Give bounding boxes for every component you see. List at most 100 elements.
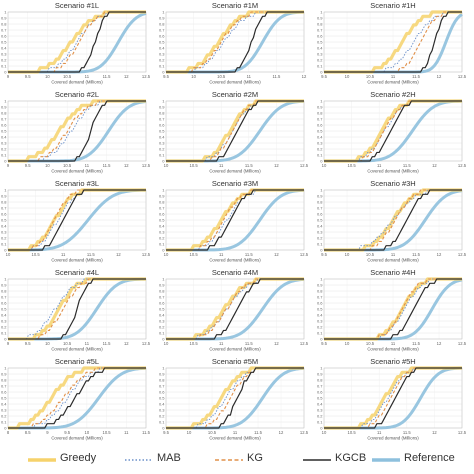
y-tick-label: 0.1 — [317, 153, 323, 158]
y-tick-label: 0.8 — [317, 111, 323, 116]
x-tick-label: 11.5 — [272, 74, 281, 79]
x-axis-label: Covered demand (Millions) — [209, 347, 261, 352]
y-tick-label: 0.1 — [159, 331, 165, 336]
y-tick-label: 0.5 — [317, 307, 323, 312]
y-tick-label: 0.5 — [159, 40, 165, 45]
x-tick-label: 11 — [391, 74, 396, 79]
y-tick-label: 0.5 — [159, 129, 165, 134]
panel-title: Scenario #5H — [370, 357, 415, 366]
y-tick-label: 0.7 — [1, 295, 7, 300]
x-tick-label: 11 — [219, 252, 224, 257]
series-line-kgcb — [8, 11, 146, 73]
y-tick-label: 0.4 — [159, 135, 165, 140]
cdf-panel: Scenario #2H 00.10.20.30.40.50.60.70.80.9… — [317, 90, 467, 174]
y-tick-label: 0.2 — [1, 236, 7, 241]
y-tick-label: 0.2 — [317, 58, 323, 63]
y-tick-label: 0.3 — [317, 408, 323, 413]
y-tick-label: 0.7 — [317, 206, 323, 211]
y-tick-label: 0.9 — [1, 16, 7, 21]
x-tick-label: 9.5 — [163, 430, 169, 435]
legend-label: MAB — [157, 452, 181, 464]
x-tick-label: 9 — [7, 163, 10, 168]
y-tick-label: 0.6 — [1, 212, 7, 217]
y-tick-label: 0.9 — [1, 372, 7, 377]
y-tick-label: 0.3 — [159, 230, 165, 235]
x-tick-label: 10.5 — [208, 430, 217, 435]
x-tick-label: 12.5 — [458, 252, 467, 257]
y-tick-label: 0.7 — [1, 28, 7, 33]
x-tick-label: 11.5 — [403, 430, 412, 435]
y-tick-label: 1 — [162, 99, 165, 104]
y-tick-label: 0.3 — [317, 319, 323, 324]
x-axis-label: Covered demand (Millions) — [209, 80, 261, 85]
y-tick-label: 0.9 — [317, 16, 323, 21]
x-tick-label: 12 — [432, 163, 437, 168]
y-tick-label: 0.4 — [1, 46, 7, 51]
x-tick-label: 10 — [345, 74, 350, 79]
legend-swatch — [215, 459, 243, 461]
panel-title: Scenario #2H — [370, 90, 415, 99]
y-tick-label: 0.2 — [317, 236, 323, 241]
y-tick-label: 0.5 — [317, 40, 323, 45]
y-tick-label: 0.1 — [317, 331, 323, 336]
legend-label: Reference — [404, 452, 455, 464]
x-axis-label: Covered demand (Millions) — [367, 169, 419, 174]
y-tick-label: 0 — [320, 337, 323, 342]
x-tick-label: 11.5 — [412, 74, 421, 79]
y-tick-label: 0.7 — [1, 384, 7, 389]
x-tick-label: 12 — [437, 341, 442, 346]
x-tick-label: 10 — [45, 163, 50, 168]
y-tick-label: 0.1 — [1, 153, 7, 158]
x-tick-label: 12.5 — [300, 163, 309, 168]
plot-area — [165, 367, 305, 429]
plot-area — [165, 189, 305, 251]
y-tick-label: 0.1 — [317, 420, 323, 425]
x-tick-label: 12 — [124, 74, 129, 79]
x-tick-label: 10.5 — [366, 341, 375, 346]
x-tick-label: 12.5 — [458, 74, 467, 79]
cdf-panel: Scenario #1L 00.10.20.30.40.50.60.70.80.9… — [1, 1, 151, 85]
plot-area — [323, 100, 463, 162]
y-tick-label: 0.2 — [317, 325, 323, 330]
x-tick-label: 11 — [377, 430, 382, 435]
x-tick-label: 8.5 — [25, 430, 31, 435]
y-tick-label: 0.8 — [159, 111, 165, 116]
y-tick-label: 0.3 — [159, 52, 165, 57]
y-tick-label: 0.8 — [159, 200, 165, 205]
x-tick-label: 12 — [124, 341, 129, 346]
y-tick-label: 0.2 — [159, 236, 165, 241]
y-tick-label: 1 — [320, 10, 323, 15]
y-tick-label: 0.1 — [159, 153, 165, 158]
x-tick-label: 9 — [7, 341, 10, 346]
y-tick-label: 0.7 — [1, 206, 7, 211]
x-tick-label: 10 — [85, 430, 90, 435]
x-tick-label: 11 — [124, 430, 129, 435]
x-tick-label: 9.5 — [163, 74, 169, 79]
y-tick-label: 0 — [4, 248, 7, 253]
panel-title: Scenario #2M — [212, 90, 258, 99]
legend-swatch — [303, 459, 331, 461]
y-tick-label: 0.7 — [159, 384, 165, 389]
x-axis-label: Covered demand (Millions) — [209, 436, 261, 441]
y-tick-label: 0.4 — [317, 46, 323, 51]
x-axis-label: Covered demand (Millions) — [367, 436, 419, 441]
y-tick-label: 0 — [162, 70, 165, 75]
y-tick-label: 0.2 — [317, 414, 323, 419]
x-axis-label: Covered demand (Millions) — [209, 169, 261, 174]
x-tick-label: 10.5 — [348, 163, 357, 168]
x-tick-label: 11.5 — [245, 252, 254, 257]
y-tick-label: 0.6 — [1, 390, 7, 395]
panel-title: Scenario #1L — [55, 1, 99, 10]
y-tick-label: 1 — [162, 188, 165, 193]
y-tick-label: 0.8 — [1, 22, 7, 27]
panel-title: Scenario #4M — [212, 268, 258, 277]
y-tick-label: 0.5 — [1, 218, 7, 223]
x-tick-label: 10.5 — [366, 74, 375, 79]
y-tick-label: 0.8 — [317, 22, 323, 27]
series-line-kgcb — [8, 100, 146, 162]
x-axis-label: Covered demand (Millions) — [51, 347, 103, 352]
cdf-panel: Scenario #3M 00.10.20.30.40.50.60.70.80.9… — [159, 179, 309, 263]
x-tick-label: 10 — [45, 341, 50, 346]
y-tick-label: 0.8 — [317, 200, 323, 205]
series-line-kgcb — [166, 278, 304, 340]
